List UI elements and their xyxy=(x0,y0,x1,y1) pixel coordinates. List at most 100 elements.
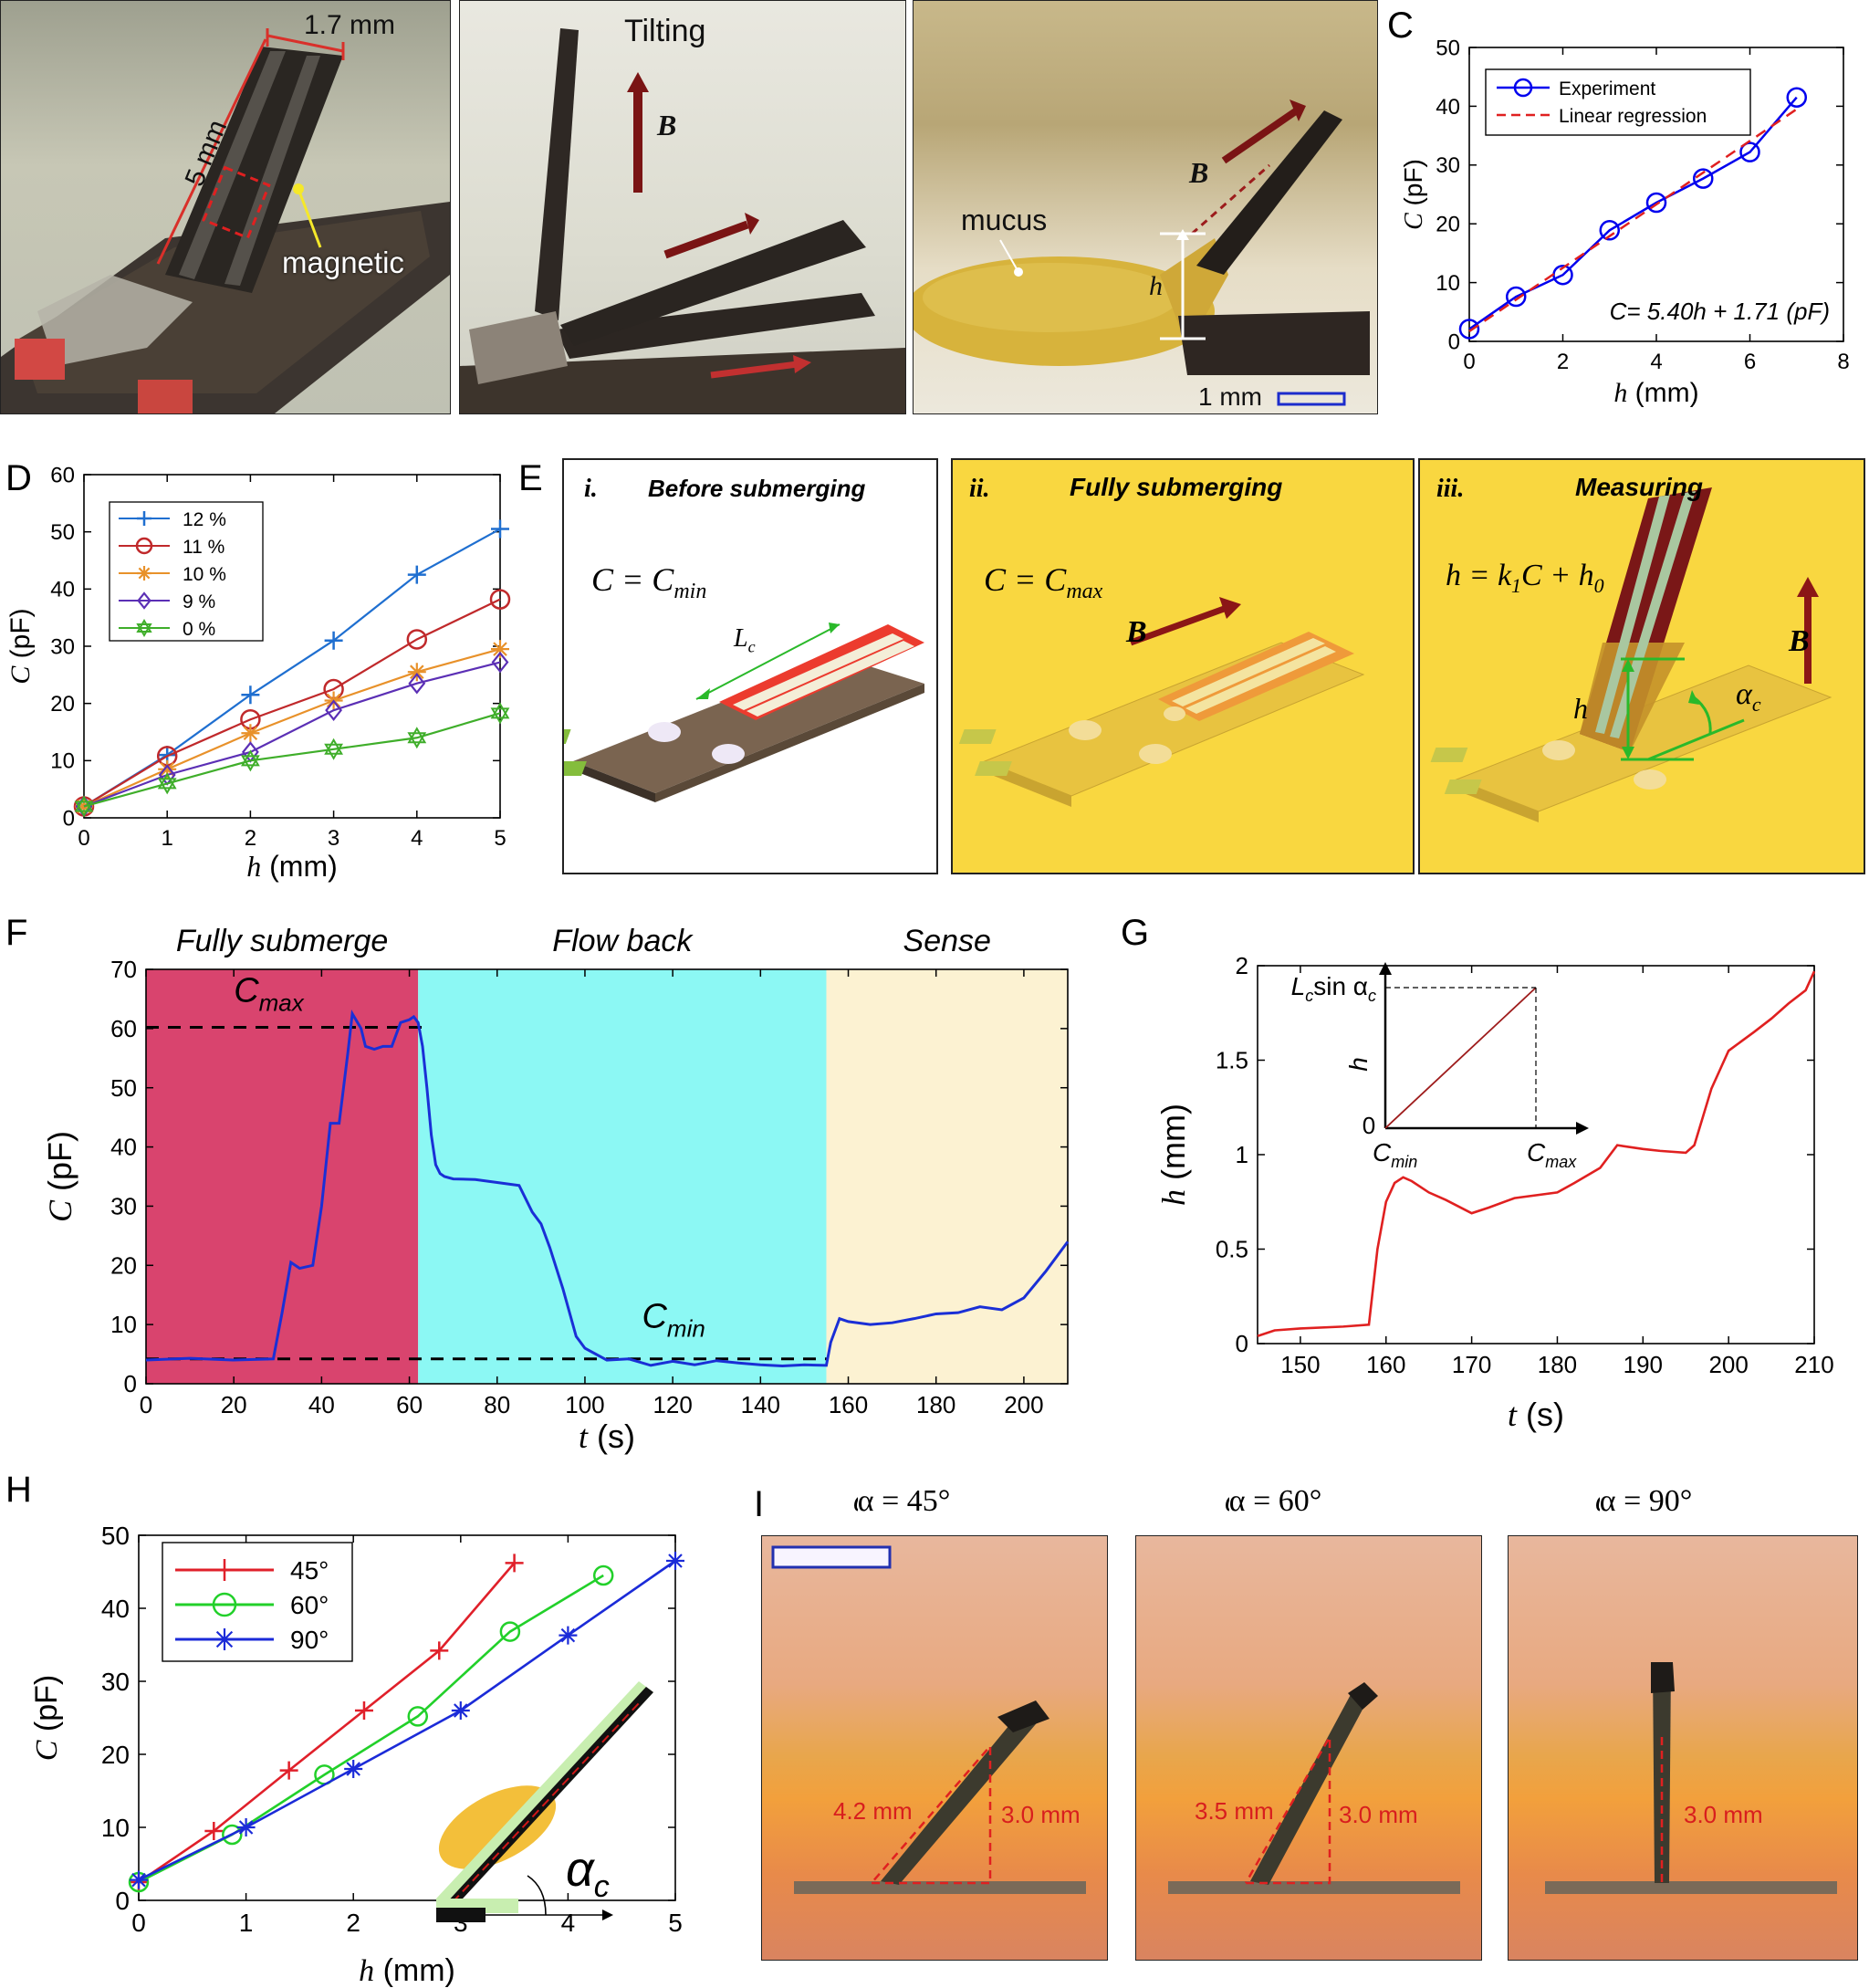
field-b-label: B xyxy=(657,109,677,141)
x-tick-label: 5 xyxy=(494,826,506,851)
data-point xyxy=(344,1760,363,1778)
angle-title-90: αcα = 90° xyxy=(1595,1484,1693,1522)
x-tick-label: 8 xyxy=(1837,350,1849,374)
x-axis-label: h (mm) xyxy=(1613,378,1698,408)
hyp-label: 3.5 mm xyxy=(1195,1797,1274,1825)
y-tick-label: 30 xyxy=(101,1668,130,1696)
x-axis-label: t (s) xyxy=(1508,1396,1564,1433)
field-b-label: B xyxy=(1189,156,1209,189)
y-tick-label: 10 xyxy=(110,1311,137,1338)
x-tick-label: 0 xyxy=(140,1391,152,1418)
y-tick-label: 40 xyxy=(110,1134,137,1161)
x-tick-label: 0 xyxy=(1463,350,1475,374)
y-axis-label: C (pF) xyxy=(5,608,36,684)
y-tick-label: 20 xyxy=(101,1741,130,1769)
x-tick-label: 180 xyxy=(916,1391,955,1418)
chart-f: 0 20 40 60 80 100 120 140 160 180 200 0 10 20 30 40 50 60… xyxy=(41,924,1070,1455)
cmin-label: Cmin xyxy=(642,1297,705,1342)
x-tick-label: 3 xyxy=(328,826,339,851)
y-tick-label: 1 xyxy=(1236,1141,1248,1168)
series-line-0 % xyxy=(83,712,501,808)
legend-marker xyxy=(137,591,151,610)
equation-i: C = Cmin xyxy=(591,561,707,604)
equation-ii: C = Cmax xyxy=(984,561,1103,604)
step-title-i: Before submerging xyxy=(648,475,866,502)
panel-label-e: E xyxy=(518,458,543,498)
x-tick-label: 100 xyxy=(565,1391,604,1418)
legend-text: Experiment xyxy=(1559,78,1655,99)
data-point xyxy=(499,1621,521,1642)
data-point xyxy=(489,589,511,610)
inset-cmax-label: Cmax xyxy=(1527,1138,1577,1171)
panel-label-g: G xyxy=(1121,913,1150,953)
phase-label-sense: Sense xyxy=(903,924,991,958)
x-tick-label: 4 xyxy=(411,826,423,851)
x-tick-label: 200 xyxy=(1708,1351,1748,1378)
photo-i-90: 3.0 mm xyxy=(1508,1535,1858,1961)
mucus-label: mucus xyxy=(961,204,1048,236)
width-label: 1.7 mm xyxy=(304,10,396,40)
angle-title-45: αcα = 45° xyxy=(853,1484,951,1522)
x-axis-label: h (mm) xyxy=(246,850,338,883)
panel-label-h: H xyxy=(5,1470,32,1510)
data-point xyxy=(451,1701,470,1720)
series-line-11 % xyxy=(83,598,501,808)
data-point xyxy=(407,727,427,744)
x-tick-label: 150 xyxy=(1280,1351,1320,1378)
inset-x-arrow xyxy=(1576,1122,1589,1135)
inset-y-label: h xyxy=(1344,1057,1373,1072)
data-point xyxy=(324,743,343,760)
phase-label-flow-back: Flow back xyxy=(552,924,694,958)
legend-box xyxy=(1485,68,1751,136)
series-line-Linear regression xyxy=(1468,108,1798,333)
x-tick-label: 20 xyxy=(221,1391,247,1418)
phase-label-submerge: Fully submerge xyxy=(176,924,388,958)
data-point xyxy=(1739,141,1760,162)
data-point xyxy=(1458,319,1480,340)
legend-text: 10 % xyxy=(183,564,226,585)
angle-title-60: αcα = 60° xyxy=(1225,1484,1322,1522)
equation-iii: h = k1C + h0 xyxy=(1446,559,1604,597)
x-tick-label: 2 xyxy=(245,826,256,851)
data-point xyxy=(490,707,510,725)
data-point xyxy=(1786,87,1807,108)
legend-text: 45° xyxy=(290,1556,329,1585)
x-tick-label: 200 xyxy=(1004,1391,1043,1418)
inset-cmin-label: Cmin xyxy=(1373,1138,1417,1171)
inset-angle-arc xyxy=(527,1875,547,1916)
data-point xyxy=(222,1824,243,1846)
photo-i-60: 3.5 mm 3.0 mm xyxy=(1135,1535,1482,1961)
x-tick-label: 5 xyxy=(668,1909,683,1937)
series-line-C xyxy=(145,1010,1070,1368)
x-axis-label: h (mm) xyxy=(359,1953,455,1988)
data-point xyxy=(241,749,260,767)
x-tick-label: 0 xyxy=(131,1909,146,1937)
y-tick-label: 50 xyxy=(110,1074,137,1102)
data-point xyxy=(241,755,260,772)
data-point xyxy=(491,519,509,539)
step-num-iii: iii. xyxy=(1436,475,1465,503)
data-point xyxy=(505,1554,524,1573)
legend-marker xyxy=(135,537,153,555)
x-tick-label: 0 xyxy=(78,826,89,851)
data-point xyxy=(241,724,260,743)
series-line-9 % xyxy=(83,661,501,808)
data-point xyxy=(158,759,177,779)
inset-dash xyxy=(452,1702,640,1903)
x-tick-label: 4 xyxy=(1650,350,1662,374)
data-point xyxy=(157,772,177,790)
data-point xyxy=(559,1626,578,1645)
data-point xyxy=(324,631,343,650)
y-tick-label: 60 xyxy=(110,1015,137,1042)
h-label: h xyxy=(1573,692,1588,725)
y-tick-label: 20 xyxy=(50,692,75,717)
legend-marker xyxy=(137,511,151,526)
data-point xyxy=(407,565,426,584)
data-point xyxy=(354,1701,373,1720)
legend-box xyxy=(109,501,264,642)
step-title-iii: Measuring xyxy=(1575,473,1704,501)
data-point xyxy=(236,1818,256,1836)
x-tick-label: 160 xyxy=(1366,1351,1405,1378)
x-tick-label: 190 xyxy=(1624,1351,1663,1378)
series-line-90° xyxy=(138,1559,676,1881)
